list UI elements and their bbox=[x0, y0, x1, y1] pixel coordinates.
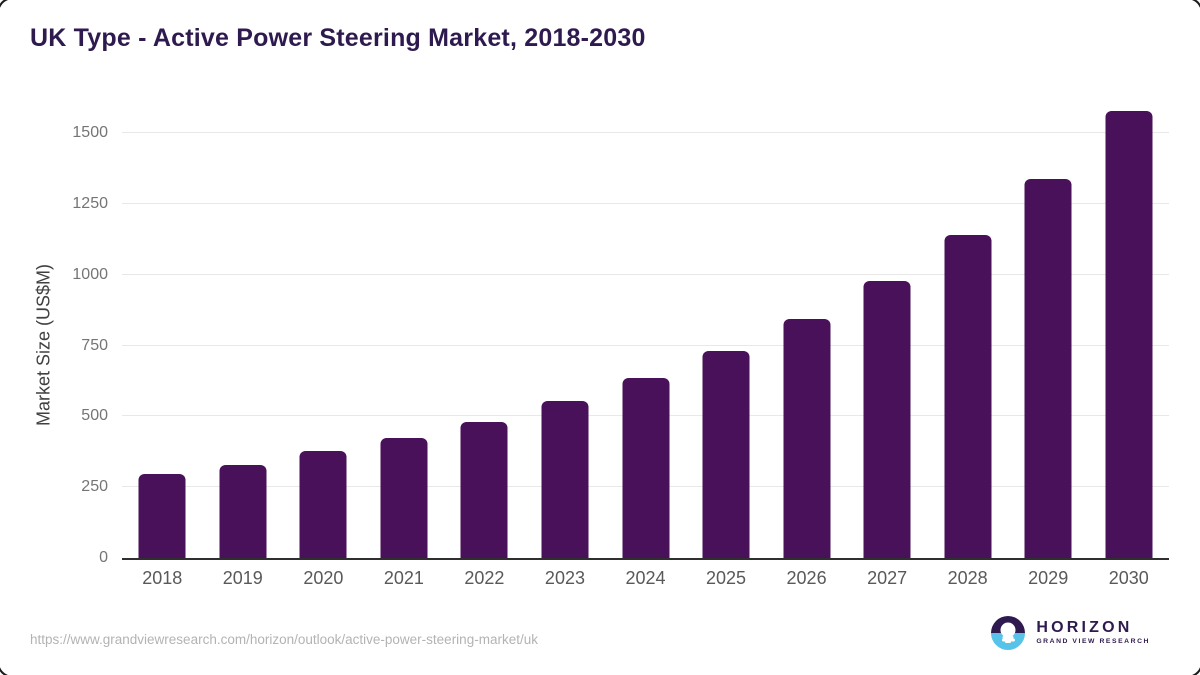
plot-area bbox=[122, 110, 1169, 560]
y-tick-label-1250: 1250 bbox=[72, 194, 108, 212]
y-tick-label-0: 0 bbox=[99, 549, 108, 566]
x-axis-label-2021: 2021 bbox=[383, 568, 424, 588]
reflection-dash-icon bbox=[1005, 640, 1012, 643]
logo-name: HORIZON bbox=[1036, 619, 1133, 637]
x-axis-label-2029: 2029 bbox=[1028, 568, 1069, 588]
sun-icon bbox=[1000, 622, 1016, 638]
reflection-dash-icon bbox=[1002, 636, 1014, 639]
x-axis-label-2025: 2025 bbox=[706, 568, 747, 588]
source-url: https://www.grandviewresearch.com/horizo… bbox=[30, 632, 538, 647]
bar-2022 bbox=[460, 422, 508, 558]
bar-2029 bbox=[1024, 178, 1072, 558]
bar-2024 bbox=[622, 378, 669, 558]
x-axis-label-2024: 2024 bbox=[625, 568, 666, 588]
rounded-corner-artifact bbox=[1183, 658, 1200, 675]
rounded-corner-artifact bbox=[1183, 0, 1200, 17]
bar-2026 bbox=[783, 318, 831, 558]
y-tick-label-1500: 1500 bbox=[72, 124, 108, 141]
x-axis-label-2028: 2028 bbox=[947, 568, 988, 588]
bar-2023 bbox=[541, 401, 589, 558]
horizon-sunset-logo-icon bbox=[991, 616, 1026, 650]
gridline-1500 bbox=[122, 132, 1169, 133]
x-axis-label-2019: 2019 bbox=[222, 568, 263, 588]
gridline-1000 bbox=[122, 273, 1169, 275]
y-tick-label-750: 750 bbox=[81, 336, 108, 354]
bar-2030 bbox=[1105, 110, 1153, 558]
gridline-1250 bbox=[122, 202, 1169, 204]
logo-subtitle: GRAND VIEW RESEARCH bbox=[1036, 638, 1150, 646]
bar-2021 bbox=[380, 438, 428, 558]
bar-2027 bbox=[863, 280, 911, 558]
chart-title: UK Type - Active Power Steering Market, … bbox=[30, 24, 646, 52]
x-axis-label-2022: 2022 bbox=[464, 568, 505, 588]
rounded-corner-artifact bbox=[0, 0, 17, 17]
bar-2025 bbox=[702, 350, 750, 558]
x-axis-label-2027: 2027 bbox=[867, 568, 908, 588]
x-axis-labels: 2018 2019 2020 2021 2022 2023 2024 2025 2026 2027… bbox=[122, 568, 1169, 594]
horizon-logo: HORIZON GRAND VIEW RESEARCH bbox=[991, 616, 1150, 650]
bar-2018 bbox=[138, 474, 186, 558]
gridline-750 bbox=[122, 344, 1169, 346]
y-tick-label-500: 500 bbox=[81, 407, 108, 425]
x-axis-label-2023: 2023 bbox=[544, 568, 585, 588]
x-axis-label-2026: 2026 bbox=[786, 568, 827, 588]
bar-2020 bbox=[299, 451, 347, 558]
y-tick-labels: 0 250 500 750 1000 1250 1500 bbox=[0, 125, 108, 566]
x-axis-label-2030: 2030 bbox=[1108, 568, 1149, 588]
bar-2028 bbox=[944, 234, 992, 558]
logo-text: HORIZON GRAND VIEW RESEARCH bbox=[1036, 620, 1150, 646]
x-axis-label-2020: 2020 bbox=[303, 568, 344, 588]
bar-2019 bbox=[219, 464, 267, 558]
y-tick-label-1000: 1000 bbox=[72, 265, 108, 283]
y-tick-label-250: 250 bbox=[81, 478, 108, 496]
x-axis-label-2018: 2018 bbox=[142, 568, 183, 588]
rounded-corner-artifact bbox=[0, 658, 17, 675]
